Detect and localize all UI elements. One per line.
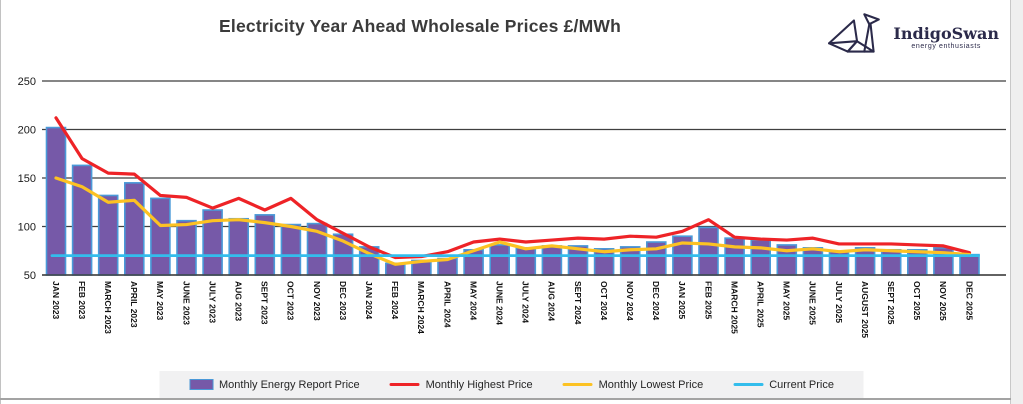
x-axis-label-OCT 2024: OCT 2024 (599, 281, 609, 320)
logo-tagline: energy enthusiasts (911, 43, 981, 51)
bar-MAY 2023 (150, 197, 171, 276)
red-line-swatch-icon (389, 382, 420, 387)
x-axis-label-JAN 2023: JAN 2023 (51, 281, 61, 320)
bar-JUNE 2023 (176, 219, 197, 276)
bar-FEB 2025 (698, 226, 719, 276)
x-axis-label-JAN 2024: JAN 2024 (364, 281, 374, 320)
y-axis-tick-label: 100 (18, 222, 36, 234)
bar-APRIL 2025 (750, 239, 772, 276)
x-axis-label-SEPT 2025: SEPT 2025 (886, 281, 896, 325)
legend-label: Monthly Highest Price (425, 378, 533, 391)
x-axis-label-JUNE 2025: JUNE 2025 (808, 281, 818, 325)
x-axis-label-MARCH 2024: MARCH 2024 (416, 281, 426, 334)
x-axis-label-FEB 2023: FEB 2023 (77, 281, 87, 320)
x-axis-label-JULY 2023: JULY 2023 (207, 281, 217, 323)
x-axis-label-MARCH 2023: MARCH 2023 (103, 281, 113, 334)
bar-APRIL 2023 (124, 182, 145, 276)
x-axis-label-SEPT 2024: SEPT 2024 (573, 281, 583, 325)
bar-AUG 2023 (228, 217, 249, 276)
bar-FEB 2023 (71, 164, 93, 276)
legend-label: Monthly Energy Report Price (219, 378, 360, 391)
bar-JAN 2023 (45, 126, 67, 276)
line-monthly-highest-price (54, 116, 972, 260)
x-axis-label-OCT 2023: OCT 2023 (286, 281, 296, 320)
x-axis-label-MARCH 2025: MARCH 2025 (729, 281, 739, 334)
logo: IndigoSwan energy enthusiasts (827, 10, 999, 65)
legend-label: Current Price (769, 378, 834, 391)
window-left-edge (0, 0, 1, 404)
bar-SEPT 2025 (880, 248, 902, 276)
line-monthly-lowest-price (54, 176, 972, 266)
bar-JUNE 2025 (802, 247, 824, 276)
legend-label: Monthly Lowest Price (598, 378, 704, 391)
x-axis-label-APRIL 2024: APRIL 2024 (442, 281, 452, 328)
legend-item-highest-price: Monthly Highest Price (389, 378, 533, 391)
x-axis-label-JUNE 2024: JUNE 2024 (495, 281, 505, 325)
x-axis-label-MAY 2025: MAY 2025 (782, 281, 792, 320)
logo-name: IndigoSwan (893, 23, 999, 43)
x-axis-label-MAY 2023: MAY 2023 (155, 281, 165, 320)
x-axis-label-AUGUST 2025: AUGUST 2025 (860, 281, 870, 338)
bar-JUNE 2024 (489, 244, 511, 276)
x-axis-label-NOV 2023: NOV 2023 (312, 281, 322, 321)
x-axis-label-AUG 2023: AUG 2023 (234, 281, 244, 321)
x-axis-label-FEB 2025: FEB 2025 (703, 281, 713, 320)
x-axis-label-JULY 2024: JULY 2024 (521, 281, 531, 323)
window-right-edge (1010, 0, 1023, 404)
page-title: Electricity Year Ahead Wholesale Prices … (219, 16, 621, 36)
cyan-line-swatch-icon (733, 382, 764, 387)
x-axis-label-SEPT 2023: SEPT 2023 (260, 281, 270, 325)
y-axis-tick-label: 50 (24, 270, 36, 282)
legend-item-current-price: Current Price (733, 379, 834, 391)
legend-item-report-price: Monthly Energy Report Price (189, 379, 360, 391)
x-axis-label-OCT 2025: OCT 2025 (912, 281, 922, 320)
x-axis-label-NOV 2025: NOV 2025 (938, 281, 948, 321)
bar-OCT 2023 (280, 223, 302, 276)
bar-swatch-icon (189, 379, 214, 390)
origami-swan-icon (827, 10, 885, 65)
x-axis-label-AUG 2024: AUG 2024 (547, 281, 557, 321)
legend-item-lowest-price: Monthly Lowest Price (562, 378, 704, 391)
y-axis-tick-label: 200 (18, 125, 36, 137)
y-axis-tick-label: 150 (18, 173, 36, 185)
bar-AUGUST 2025 (854, 247, 876, 276)
bar-DEC 2025 (959, 253, 980, 276)
bar-JULY 2024 (515, 247, 537, 276)
x-axis-label-FEB 2024: FEB 2024 (390, 281, 400, 320)
x-axis-label-JULY 2025: JULY 2025 (834, 281, 844, 323)
x-axis-label-APRIL 2025: APRIL 2025 (756, 281, 766, 328)
x-axis-label-APRIL 2023: APRIL 2023 (129, 281, 139, 328)
x-axis-label-DEC 2023: DEC 2023 (338, 281, 348, 320)
x-axis-label-JAN 2025: JAN 2025 (677, 281, 687, 320)
x-axis-label-DEC 2024: DEC 2024 (651, 281, 661, 320)
x-axis-label-DEC 2025: DEC 2025 (964, 281, 974, 320)
x-axis-label-MAY 2024: MAY 2024 (468, 281, 478, 320)
chart-legend: Monthly Energy Report Price Monthly High… (159, 371, 864, 398)
y-axis-tick-label: 250 (18, 76, 36, 88)
yellow-line-swatch-icon (562, 382, 593, 387)
x-axis-label-JUNE 2023: JUNE 2023 (181, 281, 191, 325)
bar-AUG 2024 (541, 245, 563, 276)
window-bottom-edge (0, 398, 1011, 400)
bar-MARCH 2023 (97, 194, 119, 276)
x-axis-label-NOV 2024: NOV 2024 (625, 281, 635, 321)
